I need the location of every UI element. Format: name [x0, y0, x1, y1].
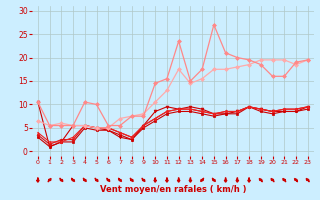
X-axis label: Vent moyen/en rafales ( km/h ): Vent moyen/en rafales ( km/h ) [100, 185, 246, 194]
